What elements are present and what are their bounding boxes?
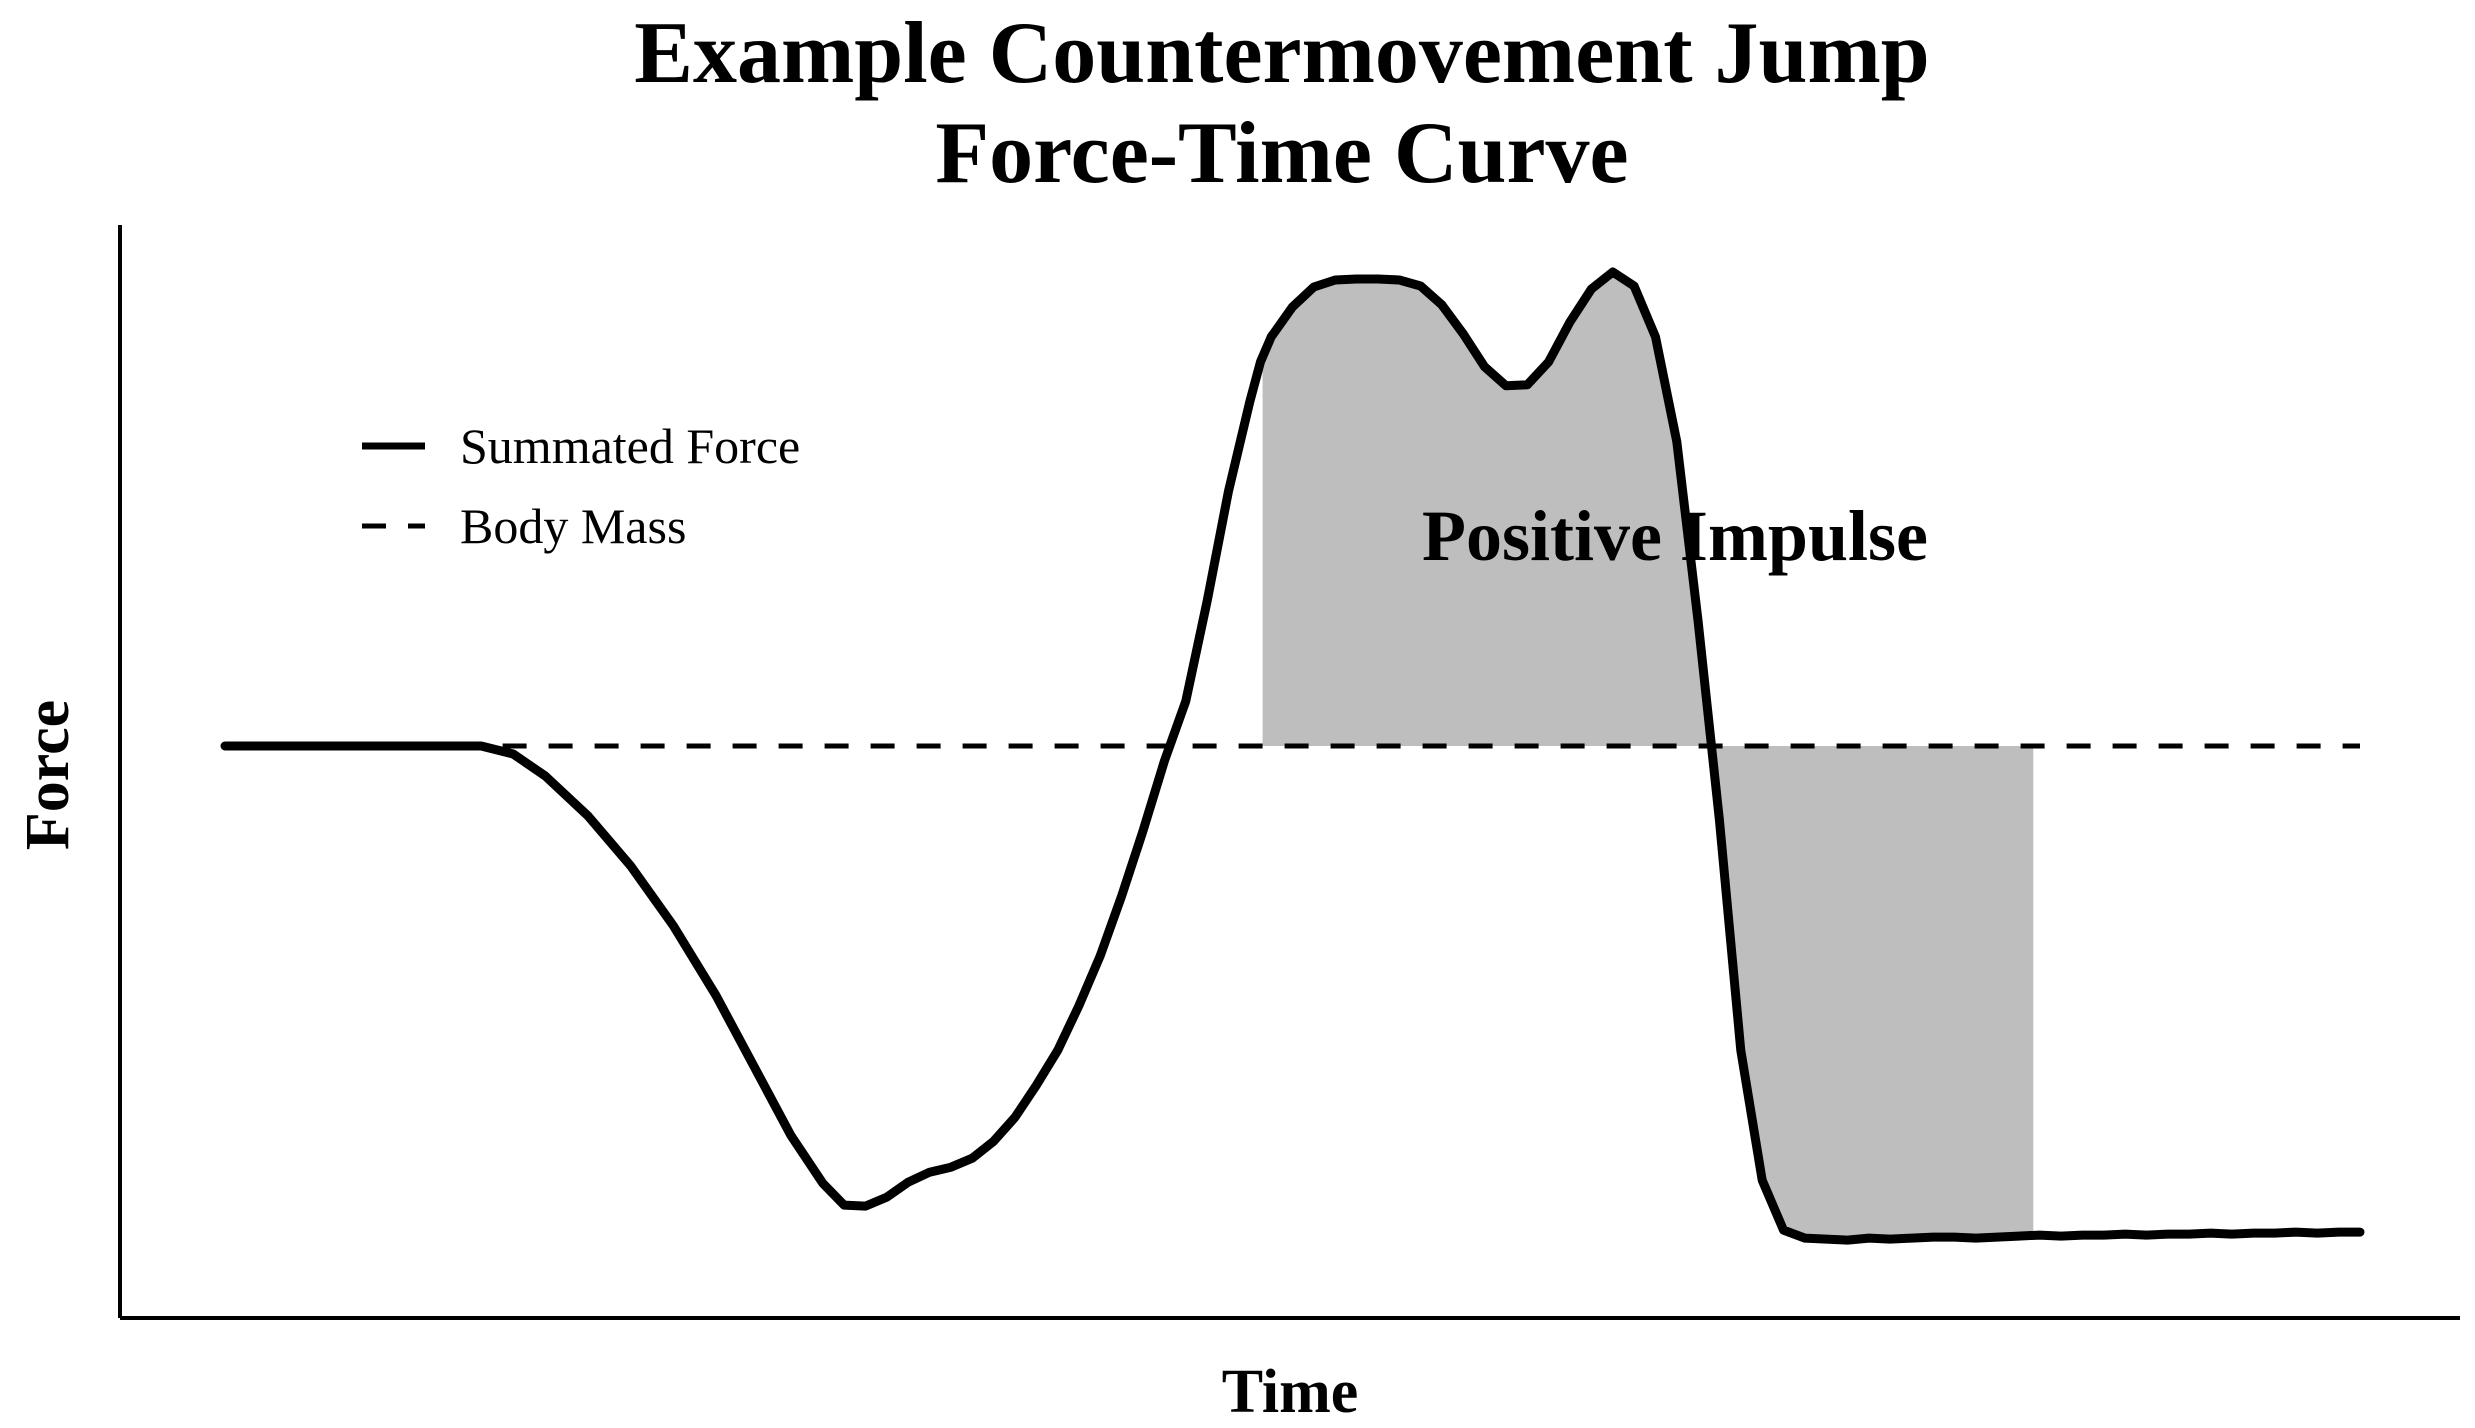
positive-impulse-label: Positive Impulse <box>1422 496 1928 576</box>
y-axis-title: Force <box>14 700 82 850</box>
legend-body-mass-label: Body Mass <box>460 498 686 554</box>
x-axis-title: Time <box>1222 1358 1359 1426</box>
series-summated-force-line <box>220 267 2365 1245</box>
positive-impulse-area <box>1262 272 2034 1241</box>
chart-title-line-1: Example Countermovement Jump <box>634 5 1929 102</box>
legend-summated-force-label: Summated Force <box>460 418 800 474</box>
legend: Summated Force Body Mass <box>362 418 800 554</box>
chart-title-line-2: Force-Time Curve <box>935 105 1628 202</box>
